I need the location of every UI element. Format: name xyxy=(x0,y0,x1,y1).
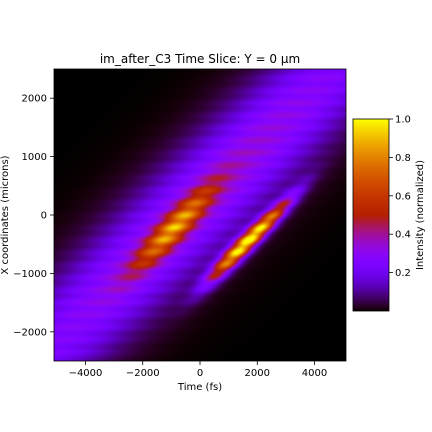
heatmap xyxy=(54,69,346,361)
colorbar: 0.2 0.4 0.6 0.8 1.0 Intensity (normalized) xyxy=(352,115,426,312)
x-tick-label: 2000 xyxy=(245,368,270,379)
y-tick-label: −1000 xyxy=(13,269,47,280)
y-axis-label: X coordinates (microns) xyxy=(0,155,11,274)
colorbar-tick-label: 0.4 xyxy=(395,230,411,241)
x-tick-label: −2000 xyxy=(126,368,160,379)
colorbar-frame xyxy=(352,118,390,312)
colorbar-tick-label: 0.6 xyxy=(395,191,411,202)
colorbar-ticks: 0.2 0.4 0.6 0.8 1.0 xyxy=(389,115,411,279)
x-tick-label: 0 xyxy=(197,368,203,379)
x-axis-ticks: −4000 −2000 0 2000 4000 xyxy=(69,361,327,379)
chart-title: im_after_C3 Time Slice: Y = 0 µm xyxy=(100,52,300,66)
y-tick-label: 1000 xyxy=(22,152,47,163)
colorbar-tick-label: 1.0 xyxy=(395,115,411,126)
y-tick-label: 0 xyxy=(41,211,47,222)
x-tick-label: 4000 xyxy=(302,368,327,379)
y-tick-label: −2000 xyxy=(13,327,47,338)
x-tick-label: −4000 xyxy=(69,368,103,379)
colorbar-gradient xyxy=(353,119,389,311)
plot-area xyxy=(53,68,347,362)
y-axis-ticks: −2000 −1000 0 1000 2000 xyxy=(13,94,54,338)
colorbar-label: Intensity (normalized) xyxy=(415,160,426,270)
x-axis-label: Time (fs) xyxy=(177,382,222,393)
y-tick-label: 2000 xyxy=(22,94,47,105)
colorbar-tick-label: 0.8 xyxy=(395,153,411,164)
colorbar-tick-label: 0.2 xyxy=(395,268,411,279)
